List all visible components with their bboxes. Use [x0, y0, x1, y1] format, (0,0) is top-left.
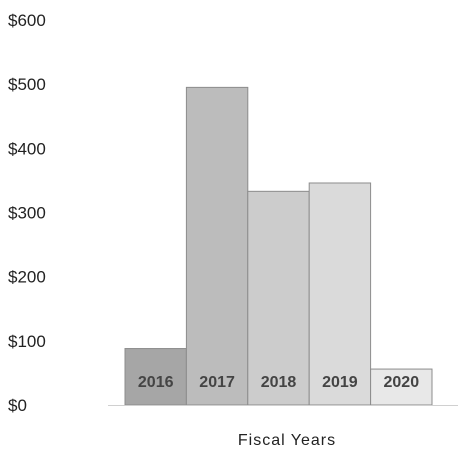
bar-2018 — [247, 190, 310, 406]
bar-category-label: 2019 — [322, 374, 358, 391]
bar-2017 — [185, 86, 249, 406]
y-tick-label: $100 — [8, 332, 46, 351]
y-tick-label: $200 — [8, 268, 46, 287]
bar-category-label: 2018 — [261, 374, 297, 391]
bar-2019 — [308, 182, 372, 406]
bar-category-label: 2020 — [384, 374, 420, 391]
x-axis-title: Fiscal Years — [238, 432, 336, 449]
bar-2020 — [370, 368, 433, 406]
y-tick-label: $600 — [8, 11, 46, 30]
y-axis-ticks: $0 $100 $200 $300 $400 $500 $600 — [8, 11, 46, 415]
y-tick-label: $0 — [8, 396, 27, 415]
bar-2016 — [124, 348, 187, 406]
bar-labels: 2016 2017 2018 2019 2020 — [138, 374, 419, 391]
y-tick-label: $300 — [8, 204, 46, 223]
bar-category-label: 2017 — [199, 374, 235, 391]
y-tick-label: $400 — [8, 139, 46, 158]
bars — [124, 86, 433, 406]
y-tick-label: $500 — [8, 75, 46, 94]
bar-category-label: 2016 — [138, 374, 174, 391]
